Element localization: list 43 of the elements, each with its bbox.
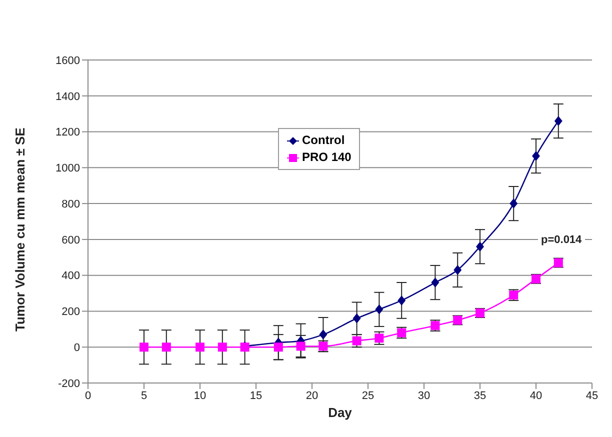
point bbox=[196, 342, 204, 352]
point bbox=[454, 264, 462, 275]
point bbox=[554, 116, 562, 126]
x-axis-title: Day bbox=[328, 405, 353, 420]
point bbox=[374, 334, 384, 343]
point bbox=[375, 304, 384, 314]
legend-label: Control bbox=[302, 132, 345, 149]
y-tick-label: 600 bbox=[62, 234, 80, 246]
x-tick-label: 25 bbox=[362, 390, 374, 402]
point bbox=[510, 198, 518, 209]
point bbox=[352, 336, 362, 346]
y-tick-label: 800 bbox=[62, 198, 80, 210]
point bbox=[319, 330, 328, 340]
y-tick-label: -200 bbox=[58, 378, 80, 390]
point bbox=[296, 342, 306, 351]
x-tick-label: 0 bbox=[84, 390, 92, 402]
x-tick-label: 35 bbox=[474, 390, 486, 402]
x-tick-label: 10 bbox=[194, 390, 206, 402]
y-tick-label: 200 bbox=[62, 306, 80, 318]
legend-label: PRO 140 bbox=[302, 149, 352, 166]
point bbox=[274, 342, 283, 352]
y-tick-label: 0 bbox=[74, 342, 80, 354]
y-tick-label: 400 bbox=[62, 270, 80, 282]
y-tick-label: 1200 bbox=[56, 126, 80, 139]
annotation: p=0.014 bbox=[538, 234, 585, 246]
point bbox=[218, 342, 227, 352]
x-tick-label: 20 bbox=[306, 390, 318, 402]
y-axis-title: Tumor Volume cu mm mean ± SE bbox=[12, 127, 28, 332]
y-tick-label: 1600 bbox=[56, 54, 80, 67]
point bbox=[162, 342, 171, 352]
x-tick-label: 5 bbox=[140, 390, 148, 402]
point bbox=[352, 313, 361, 324]
y-tick-label: 1000 bbox=[56, 162, 80, 175]
point bbox=[532, 151, 540, 162]
y-tick-label: 1400 bbox=[56, 90, 80, 103]
x-tick-label: 45 bbox=[586, 390, 598, 402]
point bbox=[140, 342, 148, 352]
x-tick-label: 30 bbox=[418, 390, 430, 402]
point bbox=[476, 242, 484, 252]
x-tick-label: 40 bbox=[530, 390, 542, 402]
x-tick-label: 15 bbox=[250, 390, 262, 402]
point bbox=[431, 278, 440, 288]
point bbox=[398, 295, 406, 306]
